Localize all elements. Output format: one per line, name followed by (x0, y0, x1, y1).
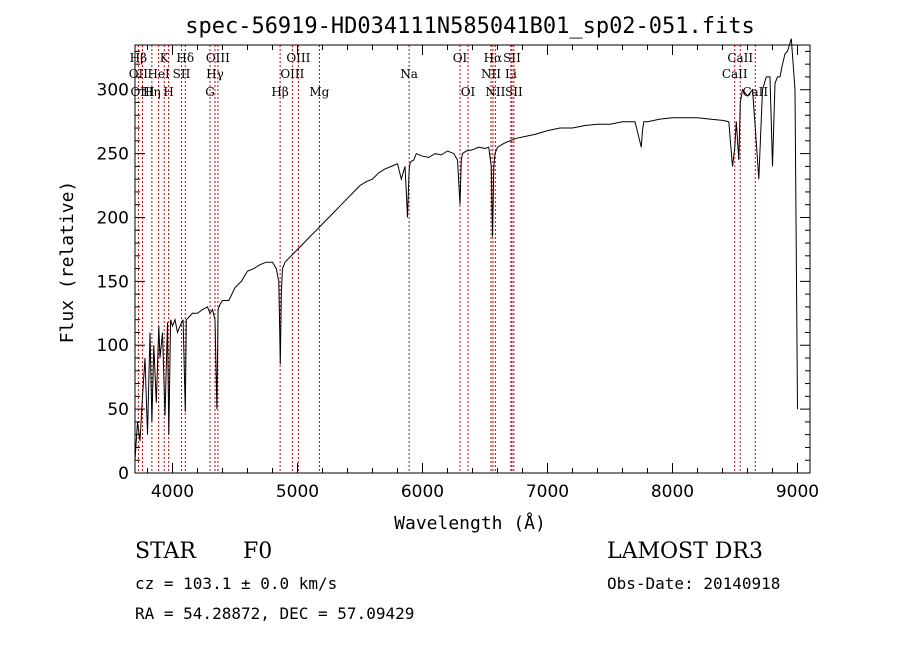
x-tick-label-8000: 8000 (651, 482, 694, 502)
line-label-6548: NII (481, 67, 501, 81)
line-label-8662: CaII (742, 85, 768, 99)
y-axis-title: Flux (relative) (57, 181, 78, 344)
observation-date: Obs-Date: 20140918 (607, 574, 780, 593)
line-label-8542: CaII (727, 51, 753, 65)
object-subclass: F0 (243, 539, 272, 564)
x-axis: 4000 5000 6000 7000 8000 9000 (147, 45, 819, 502)
line-label-6563: Hα (484, 51, 503, 65)
x-tick-label-7000: 7000 (526, 482, 569, 502)
y-tick-label-250: 250 (97, 145, 129, 165)
plot-frame (134, 44, 811, 474)
line-label-4102: Hδ (176, 51, 194, 65)
y-tick-label-300: 300 (97, 81, 129, 101)
line-label-extra-0: Hβ (130, 51, 147, 65)
line-label-4340: Hγ (206, 67, 224, 81)
line-label-3889: HeI (147, 67, 170, 81)
y-tick-label-200: 200 (97, 208, 129, 228)
y-tick-label-150: 150 (97, 272, 129, 292)
y-axis: 0 50 100 150 200 250 300 (97, 50, 810, 484)
line-label-3760: OIII (130, 85, 154, 99)
y-tick-label-50: 50 (107, 400, 129, 420)
line-label-4959: OIII (280, 67, 304, 81)
line-label-6707: Li (505, 67, 517, 81)
line-label-6716: SII (503, 51, 521, 65)
line-label-4363: OIII (206, 51, 230, 65)
line-label-3835: Hη (143, 85, 161, 99)
x-tick-label-4000: 4000 (151, 482, 194, 502)
line-label-3934: K (160, 51, 170, 65)
x-axis-title: Wavelength (Å) (394, 512, 546, 534)
redshift-cz: cz = 103.1 ± 0.0 km/s (135, 574, 337, 593)
spectral-line-markers (137, 45, 756, 473)
line-label-4300: G (205, 85, 215, 99)
coordinates: RA = 54.28872, DEC = 57.09429 (135, 604, 414, 623)
line-label-5893: Na (400, 67, 418, 81)
line-label-5175: Mg (309, 85, 329, 99)
line-label-6364: OI (461, 85, 476, 99)
line-label-6731: SII (505, 85, 523, 99)
line-label-6300: OI (453, 51, 468, 65)
line-label-4072: SII (173, 67, 191, 81)
line-label-3727: OII (129, 67, 149, 81)
line-label-5007: OIII (286, 51, 310, 65)
line-label-6583: NII (485, 85, 505, 99)
spectrum-line (134, 38, 798, 461)
line-label-3969: H (163, 85, 173, 99)
x-tick-label-5000: 5000 (276, 482, 319, 502)
line-label-4861: Hβ (271, 85, 288, 99)
line-label-8498: CaII (722, 67, 748, 81)
x-tick-label-6000: 6000 (401, 482, 444, 502)
survey-name: LAMOST DR3 (607, 539, 763, 564)
object-class: STAR (135, 539, 197, 564)
y-tick-label-0: 0 (118, 464, 129, 484)
x-tick-label-9000: 9000 (776, 482, 819, 502)
spectral-line-labels: OIIOIIIHηHeIKHSIIHδGHγOIIIHβOIIIOIIIMgNa… (129, 51, 769, 99)
y-tick-label-100: 100 (97, 336, 129, 356)
chart-title: spec-56919-HD034111N585041B01_sp02-051.f… (185, 14, 755, 39)
